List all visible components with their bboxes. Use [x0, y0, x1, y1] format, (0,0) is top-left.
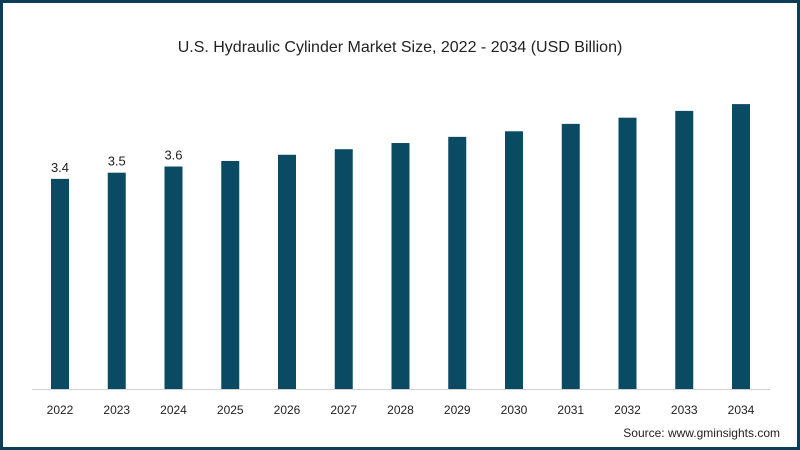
- bar-2026: [278, 154, 296, 389]
- bar-2031: [561, 123, 580, 390]
- bar-2033: [675, 110, 694, 390]
- bar-2025: [221, 160, 240, 389]
- x-tick-label: 2029: [444, 403, 471, 417]
- chart-title: U.S. Hydraulic Cylinder Market Size, 202…: [178, 39, 623, 56]
- data-label: 3.6: [164, 148, 182, 163]
- x-tick-label: 2032: [614, 403, 641, 417]
- x-tick-label: 2024: [160, 403, 187, 417]
- x-tick-label: 2027: [330, 403, 357, 417]
- source-note: Source: www.gminsights.com: [623, 426, 780, 440]
- x-tick-label: 2033: [671, 403, 698, 417]
- data-label: 3.4: [51, 160, 69, 175]
- bar-2030: [505, 131, 523, 389]
- x-tick-label: 2034: [728, 403, 755, 417]
- x-tick-label: 2031: [557, 403, 584, 417]
- bar-2027: [334, 149, 353, 389]
- x-tick-label: 2023: [103, 403, 130, 417]
- bar-2034: [732, 104, 750, 390]
- bar-2029: [448, 136, 467, 389]
- x-tick-label: 2028: [387, 403, 414, 417]
- bar-2024: [164, 166, 183, 389]
- data-label: 3.5: [108, 154, 126, 169]
- bar-2023: [107, 172, 126, 389]
- bar-2028: [391, 143, 410, 389]
- bar-2022: [51, 178, 69, 389]
- x-tick-label: 2030: [501, 403, 528, 417]
- x-tick-label: 2022: [47, 403, 74, 417]
- x-tick-label: 2026: [274, 403, 301, 417]
- bar-2032: [618, 117, 637, 389]
- x-tick-label: 2025: [217, 403, 244, 417]
